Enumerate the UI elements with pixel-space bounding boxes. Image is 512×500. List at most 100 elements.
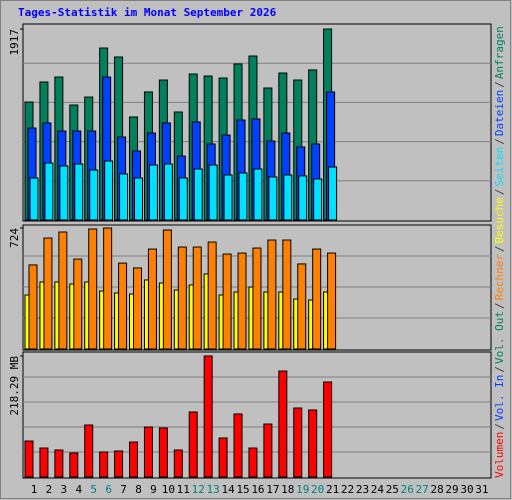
bar — [54, 449, 64, 478]
bar — [119, 173, 129, 221]
x-tick-label: 12 — [192, 483, 205, 496]
bar — [162, 229, 172, 350]
legend-entry: Vol. Out — [493, 311, 506, 364]
bar — [193, 168, 203, 221]
legend-entry: Besuche — [493, 197, 506, 243]
bar — [252, 247, 262, 350]
legend-separator: / — [493, 302, 506, 309]
x-tick-label: 23 — [356, 483, 369, 496]
bar — [263, 423, 273, 478]
x-tick-label: 14 — [221, 483, 235, 496]
bar — [188, 411, 198, 478]
x-tick-label: 19 — [296, 483, 309, 496]
bar — [208, 164, 218, 221]
bar — [328, 166, 338, 221]
legend-separator: / — [493, 138, 506, 145]
bar — [134, 177, 144, 221]
bar — [297, 263, 307, 350]
bar — [69, 452, 79, 478]
bar — [253, 168, 263, 221]
bar — [313, 178, 323, 221]
bar — [148, 164, 158, 221]
x-tick-label: 3 — [61, 483, 68, 496]
bar — [192, 246, 202, 350]
x-tick-label: 5 — [90, 483, 97, 496]
bar — [177, 246, 187, 350]
bar — [323, 381, 333, 478]
x-tick-label: 6 — [105, 483, 112, 496]
bar — [308, 409, 318, 478]
x-tick-label: 15 — [236, 483, 249, 496]
legend-separator: / — [493, 245, 506, 252]
x-tick-label: 31 — [475, 483, 488, 496]
x-tick-label: 28 — [430, 483, 443, 496]
legend-entry: Rechner — [493, 254, 506, 301]
bar — [178, 177, 188, 221]
x-tick-label: 2 — [46, 483, 53, 496]
bar — [143, 426, 153, 478]
x-tick-label: 25 — [386, 483, 399, 496]
legend-entry: Volumen — [493, 432, 506, 478]
bar — [24, 440, 34, 478]
bar — [298, 175, 308, 221]
x-tick-label: 27 — [416, 483, 429, 496]
bar — [173, 449, 183, 478]
bar — [237, 252, 247, 350]
legend-entry: Anfragen — [493, 26, 506, 79]
x-tick-label: 9 — [150, 483, 157, 496]
legend-separator: / — [493, 188, 506, 195]
bar — [268, 176, 278, 221]
bar — [88, 228, 98, 350]
bar — [147, 248, 157, 350]
bar — [278, 370, 288, 478]
legend-entry: Seiten — [493, 147, 506, 187]
bar — [39, 447, 49, 478]
x-tick-label: 30 — [460, 483, 473, 496]
bar — [104, 160, 114, 221]
bar — [248, 447, 258, 478]
bar — [44, 162, 54, 221]
bar — [158, 427, 168, 478]
legend: Volumen/Vol. In/Vol. Out/Rechner/Besuche… — [493, 26, 506, 478]
bar — [84, 424, 94, 478]
bar — [238, 172, 248, 221]
x-tick-label: 24 — [371, 483, 385, 496]
x-tick-label: 8 — [135, 483, 142, 496]
bar — [43, 237, 53, 350]
bar — [267, 239, 277, 350]
bar — [74, 163, 84, 221]
bar — [99, 451, 109, 478]
bar — [233, 413, 243, 478]
x-tick-label: 22 — [341, 483, 354, 496]
bar — [103, 227, 113, 350]
bar — [223, 174, 233, 221]
legend-separator: / — [493, 366, 506, 373]
bar — [133, 267, 143, 350]
bar — [218, 437, 228, 478]
bar — [327, 252, 337, 350]
bar — [118, 262, 128, 350]
bar — [29, 177, 39, 221]
y-tick-label: 218.29 MB — [8, 356, 21, 416]
x-tick-label: 18 — [281, 483, 294, 496]
y-tick-label: 1917 — [8, 29, 21, 56]
bar — [89, 169, 99, 221]
x-tick-label: 10 — [162, 483, 175, 496]
legend-entry: Vol. In — [493, 375, 506, 421]
y-tick-label: 724 — [8, 228, 21, 248]
legend-entry: Dateien — [493, 90, 506, 136]
x-tick-label: 21 — [326, 483, 339, 496]
bar — [283, 174, 293, 221]
bar — [282, 239, 292, 350]
bar — [59, 165, 69, 221]
x-tick-label: 26 — [401, 483, 414, 496]
legend-separator: / — [493, 423, 506, 430]
x-tick-label: 16 — [251, 483, 264, 496]
x-tick-label: 20 — [311, 483, 324, 496]
bar — [73, 258, 83, 350]
bar — [114, 450, 124, 478]
bar — [222, 253, 232, 350]
legend-separator: / — [493, 81, 506, 88]
x-tick-label: 7 — [120, 483, 127, 496]
